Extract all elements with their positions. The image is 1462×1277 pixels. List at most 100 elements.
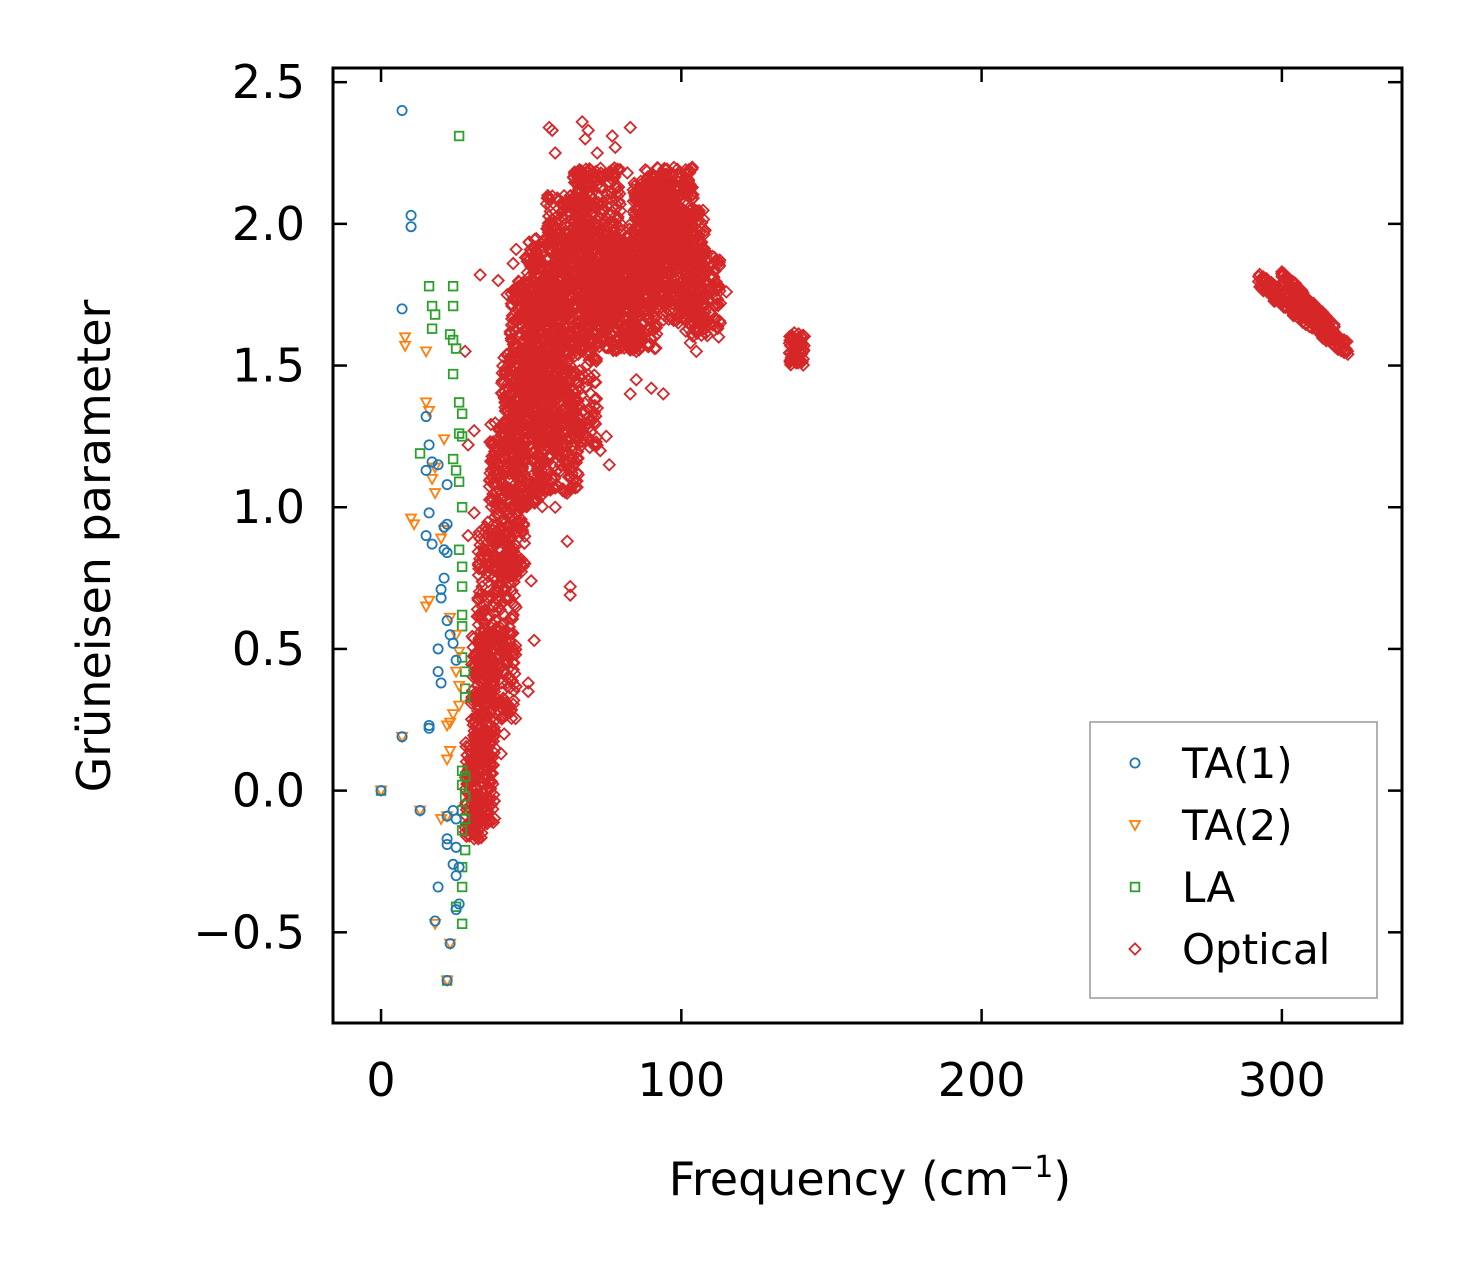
optical-point — [488, 642, 503, 657]
optical-point — [712, 279, 727, 294]
optical-point — [526, 239, 541, 254]
optical-point — [501, 543, 516, 557]
optical-point — [612, 243, 626, 258]
optical-point — [677, 222, 692, 237]
optical-point — [480, 662, 495, 676]
optical-point — [570, 376, 585, 390]
optical-point — [702, 305, 717, 320]
optical-point — [594, 247, 608, 262]
optical-point — [618, 252, 632, 267]
optical-point — [501, 535, 515, 550]
optical-point — [679, 206, 694, 221]
optical-point — [541, 190, 556, 205]
optical-point — [617, 341, 632, 356]
optical-point — [501, 650, 516, 664]
optical-point — [474, 605, 489, 619]
optical-point — [513, 557, 528, 572]
optical-point — [580, 257, 595, 272]
optical-point — [489, 597, 503, 612]
optical-point — [540, 290, 554, 305]
optical-point — [500, 564, 515, 579]
optical-point — [509, 336, 523, 351]
optical-point — [693, 267, 708, 281]
optical-point — [525, 280, 540, 295]
optical-point — [522, 351, 537, 366]
optical-point — [483, 685, 497, 700]
optical-point — [471, 591, 485, 606]
optical-point — [661, 283, 676, 298]
optical-point — [483, 466, 498, 481]
optical-point — [548, 303, 563, 318]
optical-point — [626, 204, 641, 219]
optical-point — [518, 297, 533, 312]
optical-point — [645, 170, 659, 184]
optical-point — [514, 552, 529, 567]
optical-point — [574, 178, 589, 193]
optical-point — [488, 706, 502, 721]
optical-point — [581, 278, 596, 293]
optical-point — [530, 461, 545, 476]
optical-point — [565, 410, 580, 425]
optical-point — [591, 273, 605, 288]
optical-point — [480, 590, 495, 605]
optical-point — [518, 250, 533, 265]
optical-point — [501, 528, 515, 542]
optical-point — [510, 410, 524, 425]
optical-point — [691, 232, 706, 247]
optical-point — [501, 637, 516, 651]
optical-point — [672, 165, 686, 180]
optical-point — [681, 172, 696, 187]
optical-point — [679, 233, 694, 248]
optical-point — [554, 228, 569, 243]
optical-point — [512, 393, 526, 408]
optical-point — [564, 443, 579, 457]
optical-point — [617, 319, 632, 334]
optical-point — [629, 192, 643, 207]
optical-point — [583, 188, 598, 203]
optical-point — [508, 647, 523, 662]
optical-point — [509, 679, 524, 694]
optical-point — [508, 642, 523, 657]
optical-point — [468, 787, 483, 802]
optical-point — [591, 258, 606, 273]
optical-point — [491, 580, 506, 594]
optical-point — [509, 458, 524, 473]
optical-point — [508, 711, 523, 726]
optical-point — [517, 556, 532, 571]
optical-point — [579, 320, 594, 334]
optical-point — [489, 507, 504, 522]
optical-point — [582, 293, 596, 308]
optical-point — [503, 324, 518, 339]
optical-point — [660, 249, 675, 263]
optical-point — [544, 243, 559, 258]
optical-point — [471, 556, 486, 571]
optical-point — [558, 424, 572, 439]
optical-point — [477, 629, 492, 644]
optical-point — [559, 334, 574, 349]
optical-point — [518, 484, 533, 498]
optical-point — [552, 251, 566, 266]
optical-point — [572, 162, 587, 177]
optical-point — [492, 624, 507, 638]
optical-point — [529, 231, 544, 246]
optical-point — [784, 350, 799, 365]
optical-point — [475, 749, 489, 763]
optical-point — [601, 219, 616, 234]
optical-point — [508, 282, 523, 297]
optical-point — [639, 187, 654, 202]
optical-point — [521, 461, 536, 476]
optical-point — [487, 794, 502, 809]
optical-point — [638, 248, 653, 262]
optical-point — [519, 322, 533, 336]
optical-point — [496, 441, 511, 455]
optical-point — [562, 405, 577, 420]
optical-point — [489, 661, 503, 675]
optical-point — [506, 348, 521, 363]
optical-point — [562, 463, 576, 478]
optical-point — [579, 243, 594, 257]
optical-point — [522, 486, 537, 501]
optical-point — [782, 336, 797, 351]
optical-point — [675, 204, 690, 219]
optical-point — [486, 487, 500, 501]
optical-point — [686, 187, 700, 202]
